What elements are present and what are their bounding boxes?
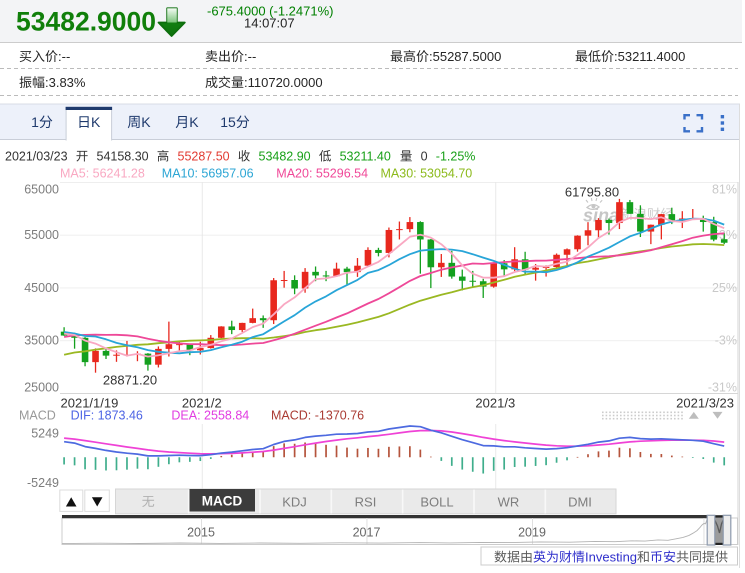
svg-text:0: 0	[421, 150, 428, 164]
svg-text:2019: 2019	[518, 526, 546, 540]
svg-text:61795.80: 61795.80	[565, 185, 619, 200]
svg-text:53482.9000: 53482.9000	[16, 7, 156, 37]
svg-text:14:07:07: 14:07:07	[244, 16, 295, 31]
svg-text:2021/3/23: 2021/3/23	[676, 396, 734, 411]
svg-text::55287.5000: :55287.5000	[429, 49, 501, 64]
svg-text:DEA: 2558.84: DEA: 2558.84	[171, 409, 249, 423]
svg-text::110720.0000: :110720.0000	[244, 75, 323, 90]
svg-text:-1.25%: -1.25%	[436, 150, 476, 164]
svg-text:2021/2: 2021/2	[182, 396, 222, 411]
svg-text:53211.40: 53211.40	[340, 150, 391, 164]
svg-text:RSI: RSI	[355, 495, 377, 510]
svg-text:2015: 2015	[187, 526, 215, 540]
svg-text::53211.4000: :53211.4000	[614, 49, 685, 64]
svg-text:15: 15	[220, 114, 236, 130]
svg-text:MACD: MACD	[19, 409, 56, 423]
svg-text:35000: 35000	[24, 334, 59, 348]
svg-text:Investing: Investing	[585, 550, 637, 565]
svg-text::--: :--	[58, 49, 70, 64]
svg-text:BOLL: BOLL	[420, 495, 453, 510]
svg-text:1: 1	[31, 114, 39, 130]
svg-text:2021/1/19: 2021/1/19	[61, 396, 119, 411]
svg-text:WR: WR	[498, 495, 520, 510]
svg-text:65000: 65000	[24, 182, 59, 196]
svg-text:55000: 55000	[24, 228, 59, 242]
svg-text:28871.20: 28871.20	[103, 373, 157, 388]
svg-text:-3%: -3%	[715, 334, 737, 348]
svg-text:25%: 25%	[712, 281, 737, 295]
svg-text:-31%: -31%	[708, 380, 737, 394]
svg-text:MACD: -1370.76: MACD: -1370.76	[271, 409, 364, 423]
svg-text:2017: 2017	[353, 526, 381, 540]
svg-text:DIF: 1873.46: DIF: 1873.46	[71, 409, 143, 423]
svg-text:-675.4000 (-1.2471%): -675.4000 (-1.2471%)	[207, 4, 333, 19]
svg-text:MA20: 55296.54: MA20: 55296.54	[276, 167, 368, 181]
svg-text:5249: 5249	[31, 427, 59, 441]
svg-text:MACD: MACD	[202, 494, 243, 509]
svg-text:55287.50: 55287.50	[178, 150, 230, 164]
svg-text:KDJ: KDJ	[282, 495, 307, 510]
svg-text:MA10: 56957.06: MA10: 56957.06	[162, 167, 254, 181]
svg-text:-5249: -5249	[27, 476, 59, 490]
svg-text:K: K	[141, 114, 151, 130]
svg-text:MA30: 53054.70: MA30: 53054.70	[381, 167, 473, 181]
svg-text:53482.90: 53482.90	[259, 150, 311, 164]
svg-text:81%: 81%	[712, 182, 737, 196]
svg-text:25000: 25000	[24, 380, 59, 394]
svg-text:DMI: DMI	[568, 495, 592, 510]
svg-text:K: K	[189, 114, 199, 130]
svg-text:MA5: 56241.28: MA5: 56241.28	[60, 167, 145, 181]
svg-text:K: K	[91, 114, 101, 130]
svg-text:54158.30: 54158.30	[97, 150, 149, 164]
svg-text:2021/3: 2021/3	[475, 396, 515, 411]
svg-text:2021/03/23: 2021/03/23	[5, 150, 68, 164]
svg-text::--: :--	[244, 49, 256, 64]
svg-text:45000: 45000	[24, 281, 59, 295]
svg-text::3.83%: :3.83%	[45, 75, 86, 90]
